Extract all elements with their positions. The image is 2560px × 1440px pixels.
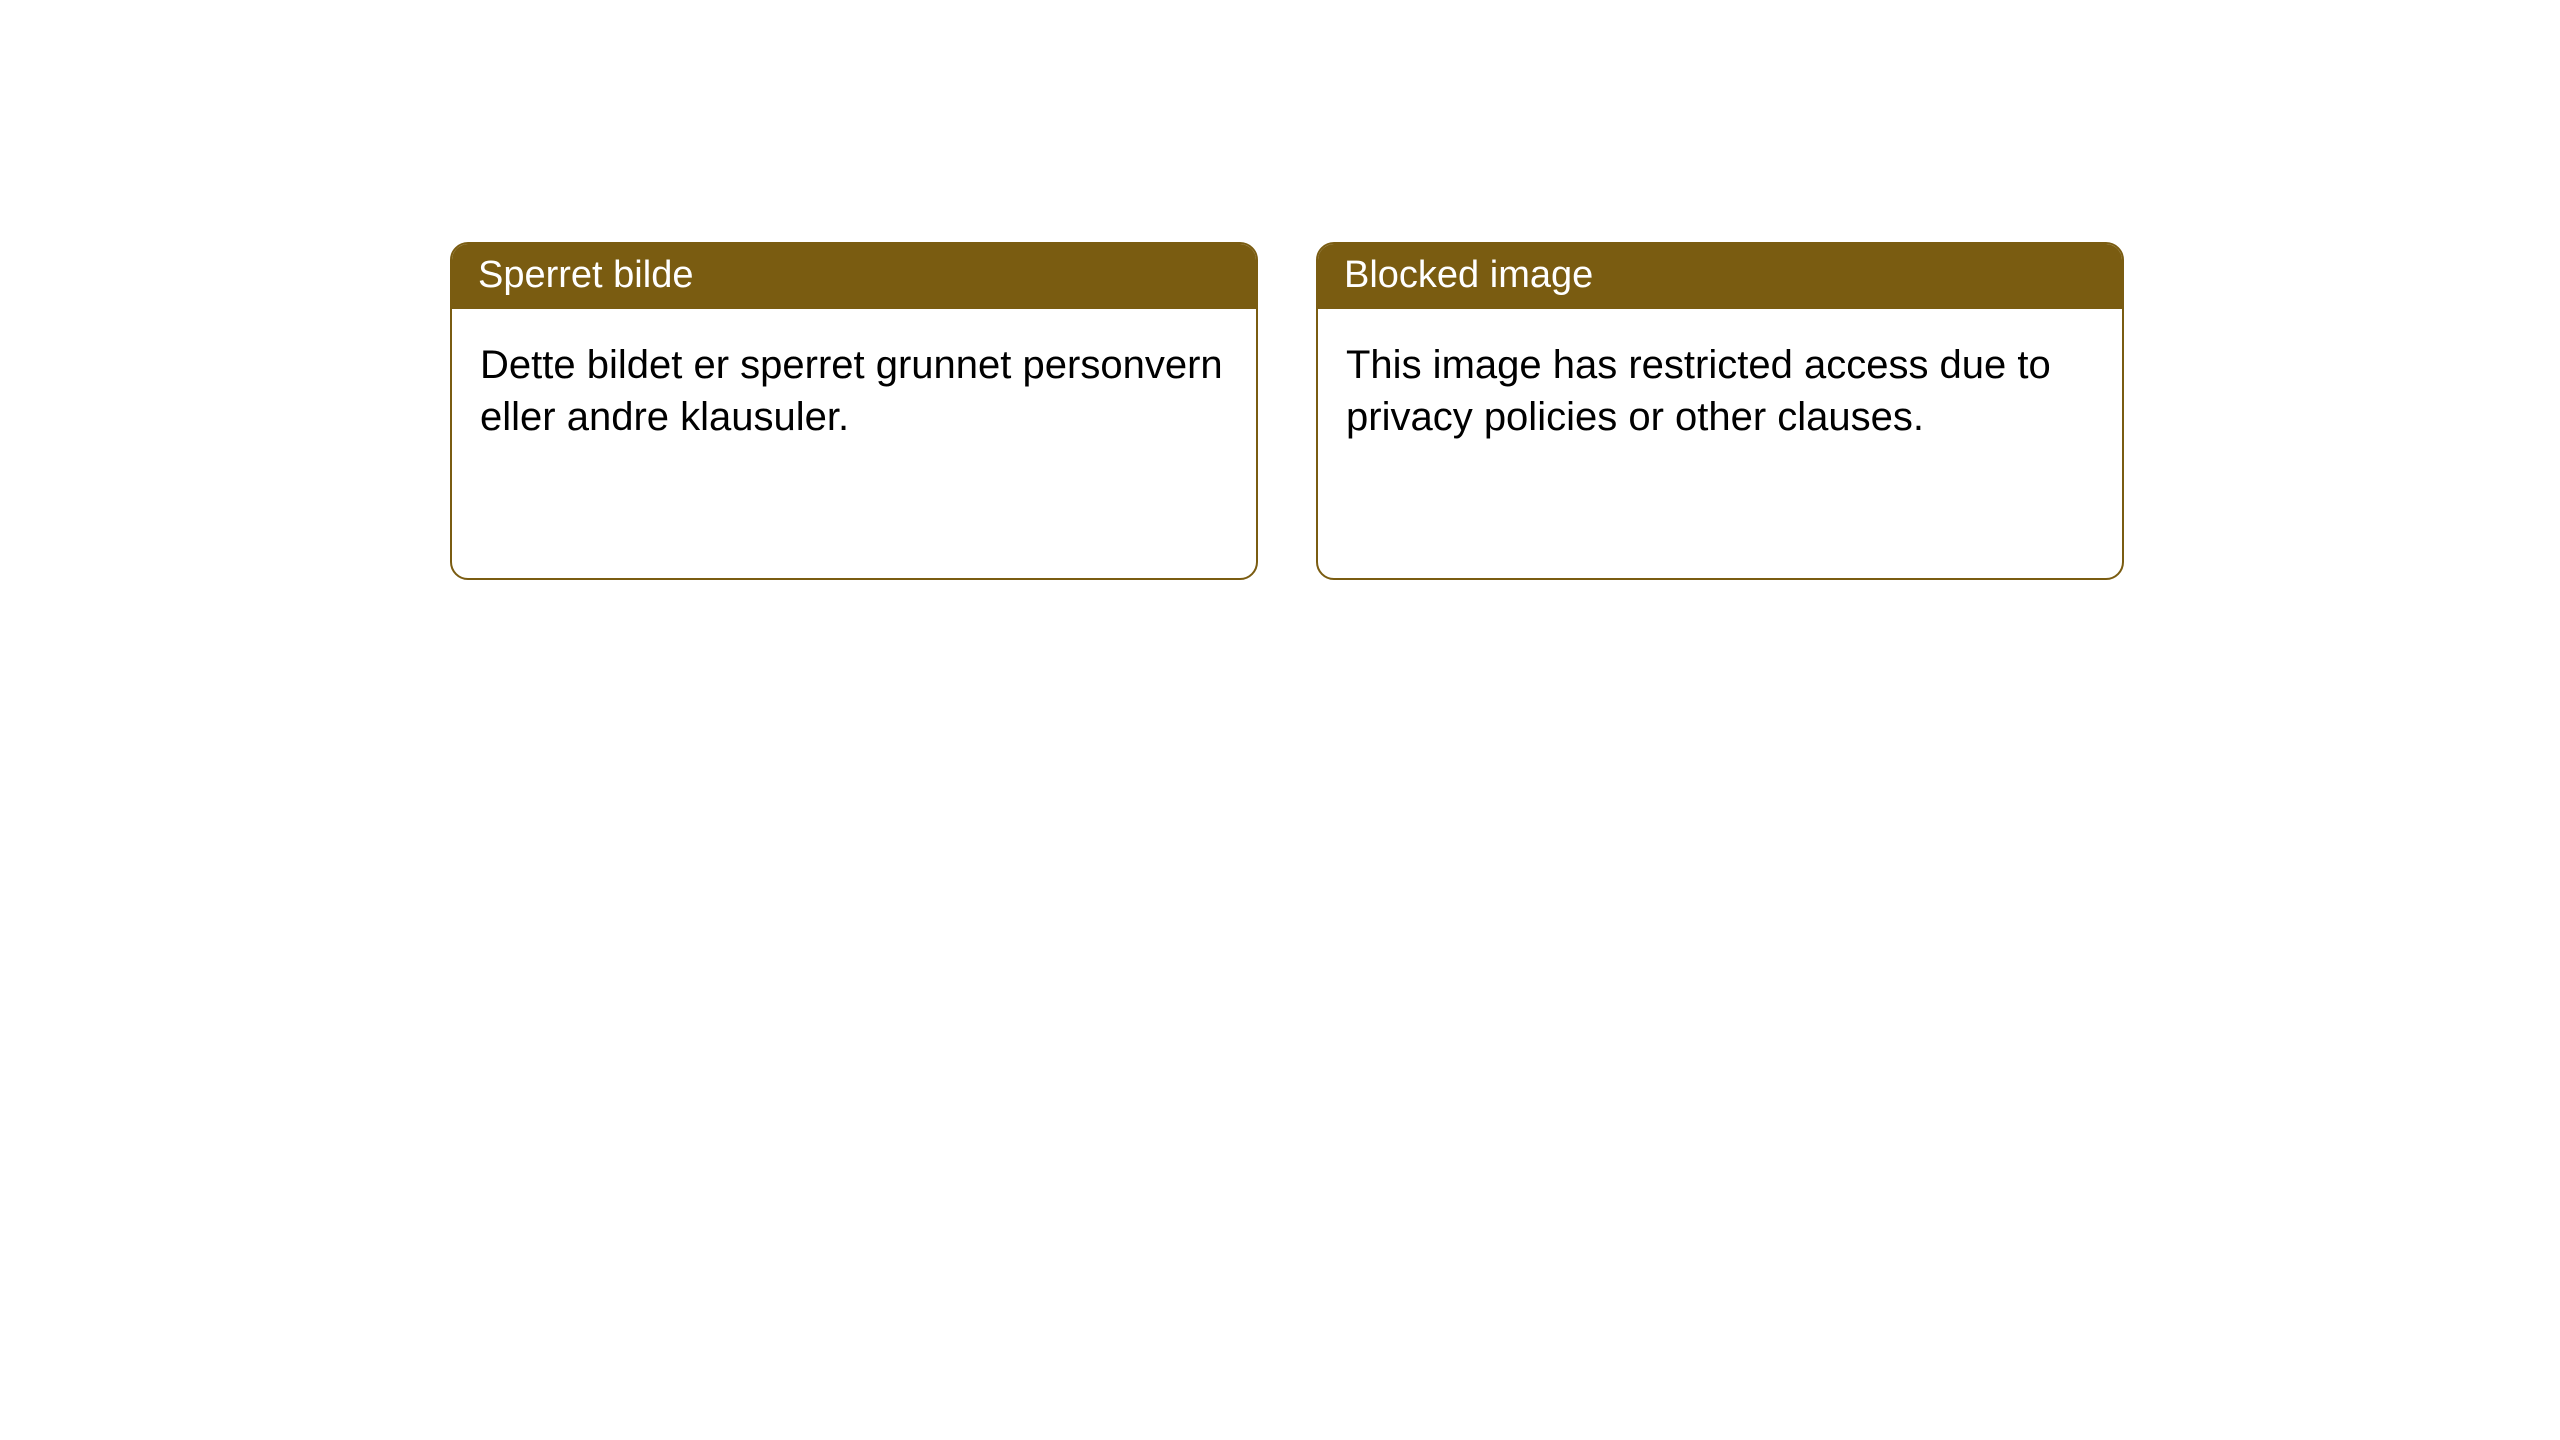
card-message: Dette bildet er sperret grunnet personve… <box>480 343 1223 439</box>
card-header: Blocked image <box>1318 244 2122 309</box>
card-message: This image has restricted access due to … <box>1346 343 2051 439</box>
notice-card-norwegian: Sperret bilde Dette bildet er sperret gr… <box>450 242 1258 580</box>
card-body: Dette bildet er sperret grunnet personve… <box>452 309 1256 473</box>
card-title: Sperret bilde <box>478 254 693 296</box>
notice-card-english: Blocked image This image has restricted … <box>1316 242 2124 580</box>
notice-container: Sperret bilde Dette bildet er sperret gr… <box>0 0 2560 580</box>
card-title: Blocked image <box>1344 254 1593 296</box>
card-body: This image has restricted access due to … <box>1318 309 2122 473</box>
card-header: Sperret bilde <box>452 244 1256 309</box>
